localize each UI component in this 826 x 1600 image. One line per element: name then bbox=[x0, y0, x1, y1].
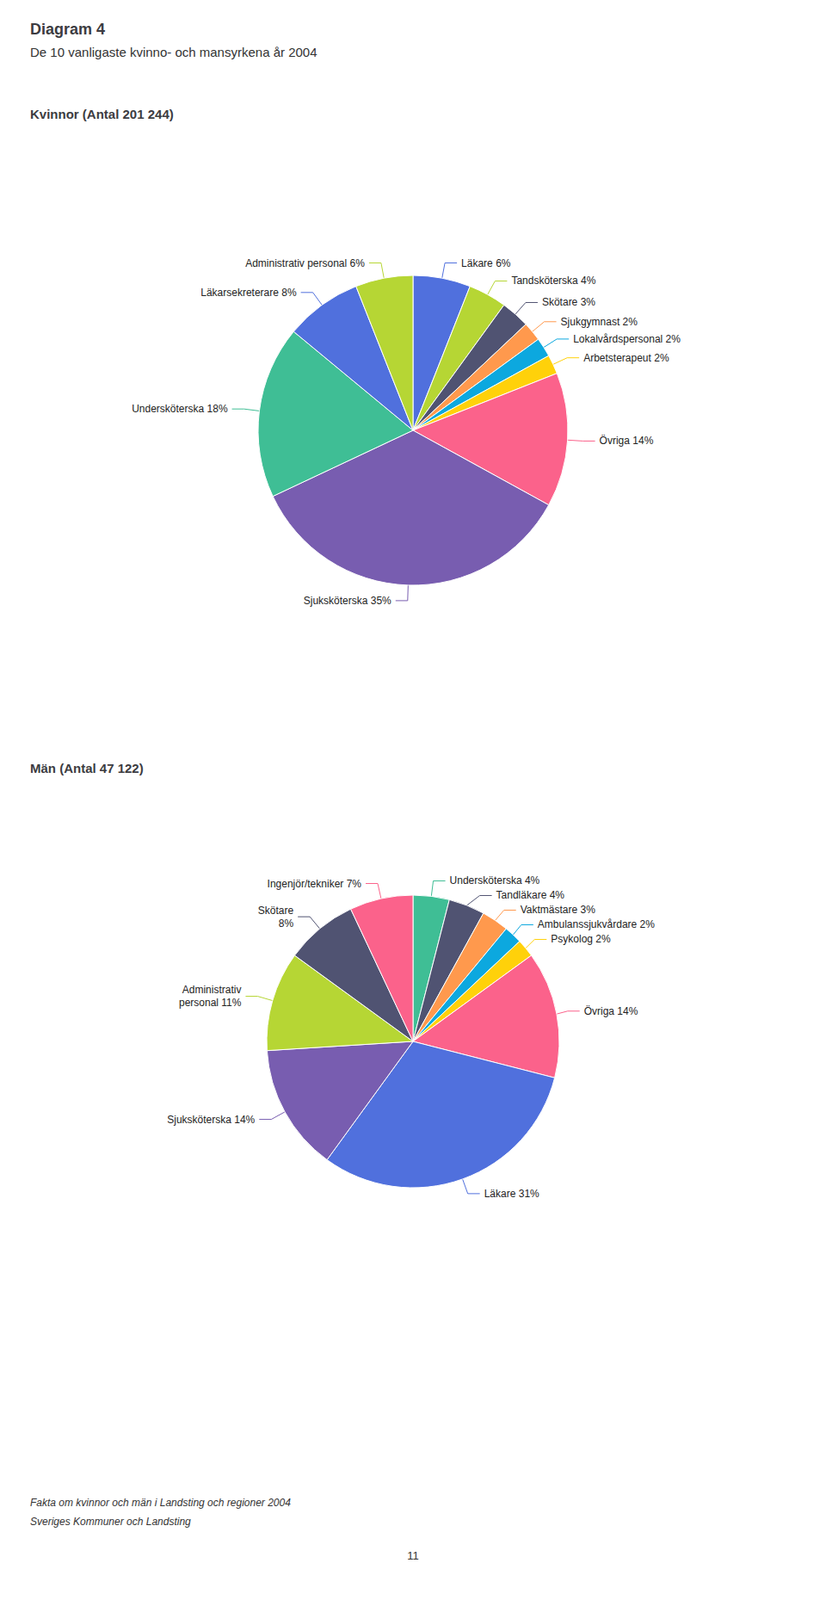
svg-text:8%: 8% bbox=[278, 917, 295, 930]
svg-text:Psykolog 2%: Psykolog 2% bbox=[550, 932, 611, 945]
svg-text:Män (Antal 47 122): Män (Antal 47 122) bbox=[30, 760, 144, 776]
svg-text:Övriga 14%: Övriga 14% bbox=[599, 434, 654, 447]
svg-text:Sjukgymnast 2%: Sjukgymnast 2% bbox=[560, 315, 639, 328]
svg-text:Fakta om kvinnor och män i Lan: Fakta om kvinnor och män i Landsting och… bbox=[30, 1496, 291, 1509]
svg-text:Skötare: Skötare bbox=[258, 904, 295, 917]
svg-text:Administrativ: Administrativ bbox=[182, 983, 242, 996]
svg-text:Sjuksköterska 14%: Sjuksköterska 14% bbox=[166, 1113, 255, 1126]
svg-text:Tandsköterska 4%: Tandsköterska 4% bbox=[511, 274, 596, 287]
svg-text:Ambulanssjukvårdare 2%: Ambulanssjukvårdare 2% bbox=[537, 918, 655, 931]
svg-text:Läkare 6%: Läkare 6% bbox=[461, 257, 512, 270]
svg-text:Sjuksköterska 35%: Sjuksköterska 35% bbox=[303, 594, 392, 607]
svg-text:Tandläkare 4%: Tandläkare 4% bbox=[496, 888, 566, 901]
svg-text:personal 11%: personal 11% bbox=[178, 996, 242, 1009]
svg-text:Administrativ personal 6%: Administrativ personal 6% bbox=[245, 257, 365, 270]
svg-text:11: 11 bbox=[406, 1548, 420, 1562]
svg-text:Vaktmästare 3%: Vaktmästare 3% bbox=[520, 903, 596, 916]
svg-text:Läkare 31%: Läkare 31% bbox=[484, 1187, 540, 1200]
svg-text:Ingenjör/tekniker 7%: Ingenjör/tekniker 7% bbox=[267, 877, 363, 890]
svg-text:Övriga 14%: Övriga 14% bbox=[584, 1004, 639, 1018]
svg-text:Lokalvårdspersonal 2%: Lokalvårdspersonal 2% bbox=[573, 332, 681, 346]
svg-text:Undersköterska 18%: Undersköterska 18% bbox=[131, 402, 229, 415]
svg-text:Sveriges Kommuner och Landstin: Sveriges Kommuner och Landsting bbox=[30, 1515, 192, 1528]
svg-text:Diagram 4: Diagram 4 bbox=[30, 20, 105, 38]
svg-text:Läkarsekreterare 8%: Läkarsekreterare 8% bbox=[200, 286, 297, 299]
svg-text:Skötare 3%: Skötare 3% bbox=[542, 295, 596, 309]
svg-text:Kvinnor (Antal 201 244): Kvinnor (Antal 201 244) bbox=[30, 106, 174, 122]
svg-text:Arbetsterapeut 2%: Arbetsterapeut 2% bbox=[583, 351, 670, 364]
svg-text:De 10 vanligaste kvinno- och m: De 10 vanligaste kvinno- och mansyrkena … bbox=[30, 44, 318, 60]
svg-text:Undersköterska 4%: Undersköterska 4% bbox=[449, 874, 541, 887]
